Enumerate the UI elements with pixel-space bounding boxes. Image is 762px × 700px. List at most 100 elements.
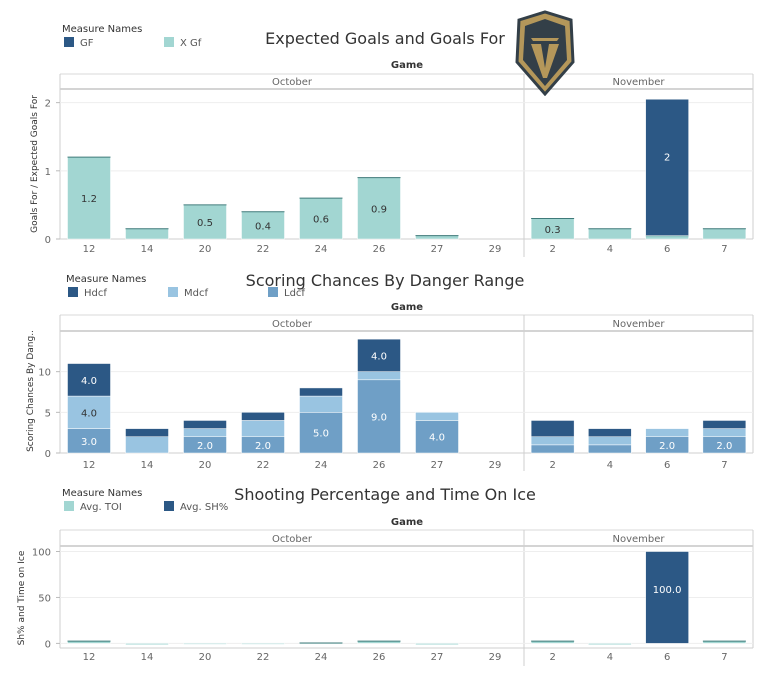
- bar-segment[interactable]: [588, 228, 632, 240]
- legend-item: Ldcf: [284, 288, 305, 299]
- month-header: October November: [60, 73, 753, 90]
- bar-segment[interactable]: [588, 643, 632, 646]
- bar-segment[interactable]: [241, 211, 285, 240]
- data-label: 2.0: [659, 441, 675, 452]
- month-label: October: [272, 319, 313, 330]
- x-tick-label: 22: [257, 652, 270, 663]
- y-tick-label: 0: [45, 639, 51, 650]
- x-tick-label: 20: [199, 460, 212, 471]
- bar-segment[interactable]: [67, 395, 111, 429]
- legend[interactable]: Measure Names Avg. TOI Avg. SH%: [62, 488, 228, 513]
- y-tick-label: 2: [45, 99, 51, 110]
- bar-segment[interactable]: [125, 428, 169, 437]
- y-tick-label: 100: [32, 548, 51, 559]
- y-tick-label: 1: [45, 167, 51, 178]
- data-label: 9.0: [371, 412, 387, 423]
- bar-segment[interactable]: [125, 228, 169, 240]
- x-tick-label: 27: [431, 244, 444, 255]
- legend-item: Hdcf: [84, 288, 107, 299]
- bar-segment[interactable]: [415, 412, 459, 421]
- x-tick-label: 12: [83, 460, 96, 471]
- x-tick-label: 4: [607, 244, 613, 255]
- bar-segment[interactable]: [241, 643, 285, 645]
- bar-segment[interactable]: [588, 436, 632, 446]
- month-label: November: [612, 319, 665, 330]
- data-label: 0.5: [197, 218, 213, 229]
- bars: 3.0 2.0 2.0 5.0 9.0 4.0 2.0 2.0 4.0 4.0 4.0: [67, 338, 747, 454]
- y-tick-label: 0: [45, 449, 51, 460]
- bar-segment[interactable]: [183, 643, 227, 645]
- month-header: October November: [60, 529, 753, 547]
- bar-segment[interactable]: [645, 235, 689, 240]
- x-tick-label: 26: [373, 652, 386, 663]
- bar-segment[interactable]: [67, 428, 111, 454]
- y-axis-label: Sh% and Time on Ice: [17, 550, 27, 645]
- bar-segment[interactable]: [645, 551, 689, 644]
- bar-segment[interactable]: [530, 436, 575, 446]
- bar-segment[interactable]: [183, 428, 227, 437]
- bar-segment[interactable]: [702, 228, 747, 240]
- column-header: Game: [391, 60, 423, 71]
- bar-segment[interactable]: [299, 197, 343, 240]
- bar-segment[interactable]: [357, 177, 401, 240]
- x-tick-label: 2: [549, 652, 555, 663]
- bar-segment[interactable]: [588, 444, 632, 454]
- legend[interactable]: Measure Names GF X Gf: [62, 24, 202, 49]
- x-tick-label: 12: [83, 652, 96, 663]
- chart-title: Shooting Percentage and Time On Ice: [234, 485, 536, 504]
- bar-segment[interactable]: [702, 420, 747, 429]
- bar-segment[interactable]: [702, 428, 747, 437]
- bar-segment[interactable]: [357, 338, 401, 372]
- bar-segment[interactable]: [241, 412, 285, 421]
- y-tick-label: 10: [38, 368, 51, 379]
- bar-segment[interactable]: [357, 371, 401, 381]
- bar-segment[interactable]: [183, 420, 227, 429]
- column-header: Game: [391, 302, 423, 313]
- x-tick-label: 6: [664, 244, 670, 255]
- bar-segment[interactable]: [530, 444, 575, 454]
- bar-segment[interactable]: [588, 428, 632, 437]
- legend-item: Avg. SH%: [180, 502, 228, 513]
- data-label: 5.0: [313, 429, 329, 440]
- y-tick-label: 0: [45, 235, 51, 246]
- bar-segment[interactable]: [415, 420, 459, 454]
- data-label: 0.3: [545, 225, 561, 236]
- x-tick-label: 29: [489, 244, 502, 255]
- month-label: November: [612, 534, 665, 545]
- bar-segment[interactable]: [67, 363, 111, 397]
- x-tick-label: 27: [431, 460, 444, 471]
- bar-segment[interactable]: [530, 420, 575, 437]
- bar-segment[interactable]: [67, 156, 111, 240]
- bar-segment[interactable]: [183, 204, 227, 240]
- x-tick-label: 24: [315, 460, 328, 471]
- x-tick-label: 29: [489, 652, 502, 663]
- legend[interactable]: Measure Names Hdcf Mdcf Ldcf: [66, 274, 305, 299]
- x-tick-label: 14: [141, 244, 154, 255]
- bar-segment[interactable]: [241, 420, 285, 437]
- data-label: 2.0: [255, 441, 271, 452]
- x-tick-label: 29: [489, 460, 502, 471]
- bar-segment[interactable]: [357, 379, 401, 454]
- bar-segment[interactable]: [415, 643, 459, 646]
- bar-segment[interactable]: [299, 412, 343, 454]
- data-label: 3.0: [81, 437, 97, 448]
- data-label: 100.0: [653, 585, 682, 596]
- legend-title: Measure Names: [66, 274, 146, 285]
- legend-swatch: [64, 37, 74, 47]
- bar-segment[interactable]: [125, 643, 169, 646]
- chart-title: Expected Goals and Goals For: [265, 29, 505, 48]
- bar-segment[interactable]: [645, 428, 689, 437]
- month-label: October: [272, 534, 313, 545]
- x-tick-label: 2: [549, 244, 555, 255]
- x-tick-label: 7: [721, 244, 727, 255]
- data-label: 4.0: [81, 408, 97, 419]
- legend-swatch: [164, 501, 174, 511]
- bar-segment[interactable]: [299, 395, 343, 413]
- bar-segment[interactable]: [645, 98, 689, 236]
- data-label: 0.4: [255, 221, 271, 232]
- bar-segment[interactable]: [299, 387, 343, 397]
- bar-segment[interactable]: [415, 235, 459, 240]
- x-tick-label: 6: [664, 652, 670, 663]
- bar-segment[interactable]: [125, 436, 169, 454]
